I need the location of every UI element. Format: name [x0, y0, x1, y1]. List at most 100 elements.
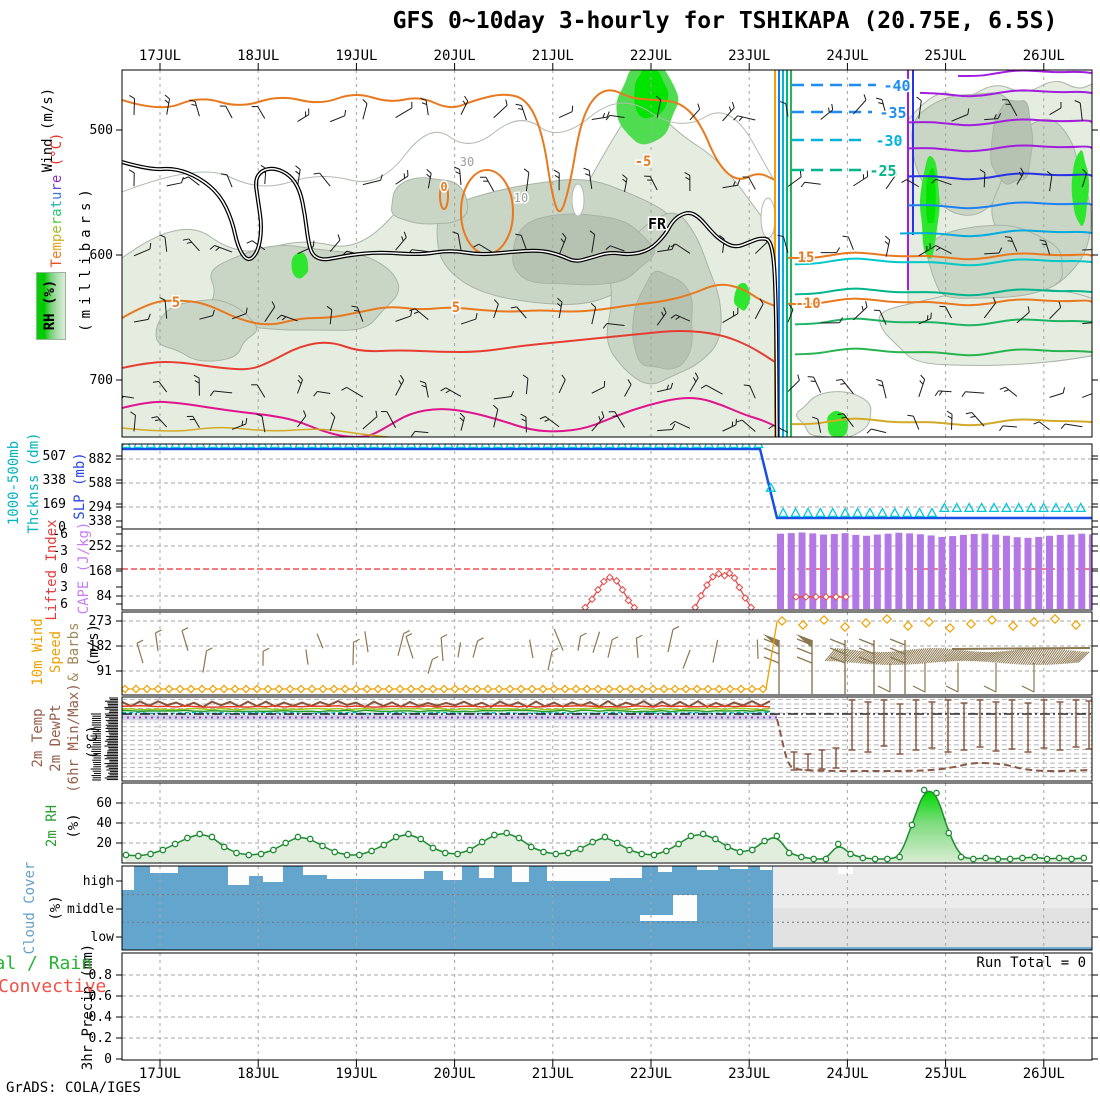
- svg-text:0: 0: [60, 562, 68, 577]
- cape-bar: [916, 534, 924, 609]
- svg-text:30: 30: [460, 155, 474, 169]
- axis-label-6hr-minmax: (6hr Min/Max): [66, 683, 82, 793]
- svg-text:588: 588: [89, 476, 112, 491]
- axis-label-10m-speed: Speed: [48, 630, 64, 674]
- svg-text:273: 273: [89, 614, 112, 629]
- svg-text:-10: -10: [795, 296, 820, 312]
- axis-label-10m-wind: 10m Wind: [30, 618, 46, 686]
- axis-label-degc-unit: (°C): [85, 725, 101, 759]
- svg-text:20: 20: [96, 836, 112, 851]
- axis-label-lifted-index: Lifted Index: [44, 519, 60, 621]
- cape-bar: [1013, 537, 1021, 609]
- svg-text:23JUL: 23JUL: [728, 1066, 770, 1082]
- cape-bar: [949, 536, 957, 609]
- svg-text:169: 169: [43, 497, 66, 512]
- svg-text:0.2: 0.2: [89, 1031, 112, 1046]
- legend-convective: Convective: [0, 976, 107, 997]
- svg-text:23JUL: 23JUL: [728, 48, 770, 64]
- cape-bar: [873, 534, 881, 609]
- svg-text:60: 60: [96, 796, 112, 811]
- wind-10m-panel: [122, 612, 1092, 695]
- axes: 5006007005073381690882588294-6-303633825…: [43, 48, 1098, 1082]
- svg-text:17JUL: 17JUL: [139, 1066, 181, 1082]
- svg-text:middle: middle: [67, 902, 114, 917]
- svg-text:252: 252: [89, 539, 112, 554]
- axis-label-millibars: (millibars): [78, 184, 94, 332]
- axis-label-rh-unit: (%): [66, 813, 82, 839]
- svg-text:24JUL: 24JUL: [826, 48, 868, 64]
- run-total-label: Run Total = 0: [976, 955, 1086, 971]
- cape-bar: [841, 533, 849, 609]
- axis-label-2m-dewpt: 2m DewPt: [48, 704, 64, 772]
- cape-bar: [895, 532, 903, 609]
- cape-bar: [1056, 534, 1064, 609]
- svg-text:6: 6: [60, 597, 68, 612]
- legend-total-rain: Total / Rain: [0, 953, 93, 974]
- axis-label-thickness-1: 1000-500mb: [6, 440, 22, 526]
- svg-text:20JUL: 20JUL: [434, 48, 476, 64]
- axis-label-thickness-2: Thcknss (dm): [26, 432, 42, 534]
- svg-text:0.6: 0.6: [89, 989, 112, 1004]
- svg-text:22JUL: 22JUL: [630, 48, 672, 64]
- cape-bar: [1067, 534, 1075, 609]
- axis-label-rh: RH (%): [42, 279, 58, 331]
- svg-text:507: 507: [43, 449, 66, 464]
- cloud-cover-panel: [122, 866, 1092, 950]
- svg-text:500: 500: [90, 123, 113, 138]
- svg-text:0: 0: [58, 520, 66, 535]
- svg-text:0.8: 0.8: [89, 968, 112, 983]
- cape-bar: [938, 536, 946, 609]
- svg-text:high: high: [83, 874, 114, 889]
- slp-thickness-panel: [122, 444, 1092, 529]
- cape-bar: [992, 534, 1000, 609]
- svg-text:15: 15: [798, 250, 815, 266]
- svg-text:-40: -40: [883, 77, 910, 95]
- svg-text:21JUL: 21JUL: [532, 1066, 574, 1082]
- cape-bar: [798, 532, 806, 609]
- svg-text:25JUL: 25JUL: [925, 1066, 967, 1082]
- axis-label-slp: SLP (mb): [72, 452, 88, 520]
- temp-dewpoint-panel: [122, 697, 1092, 781]
- svg-text:19JUL: 19JUL: [335, 48, 377, 64]
- contour-labels: -40 -35 -30 -25 15 -10 -5 0 5 5 30 10 FR: [170, 76, 912, 318]
- cape-bar: [863, 535, 871, 609]
- svg-text:168: 168: [89, 564, 112, 579]
- cape-bar: [906, 533, 914, 609]
- svg-text:18JUL: 18JUL: [237, 48, 279, 64]
- svg-text:700: 700: [90, 373, 113, 388]
- pressure-level-panel: [122, 70, 1092, 437]
- svg-text:20JUL: 20JUL: [434, 1066, 476, 1082]
- precip-panel: [122, 953, 1092, 1060]
- svg-text:10: 10: [514, 191, 528, 205]
- axis-label-cape: CAPE (J/kg): [76, 521, 92, 615]
- svg-text:3: 3: [60, 580, 68, 595]
- svg-text:-35: -35: [879, 104, 906, 122]
- svg-text:5: 5: [452, 300, 460, 316]
- svg-text:0: 0: [104, 1052, 112, 1067]
- cape-bar: [777, 533, 784, 609]
- axis-label-temperature: Temperature (°C): [49, 132, 65, 268]
- axis-label-barbs: & Barbs: [66, 622, 82, 682]
- svg-text:FR: FR: [648, 215, 667, 233]
- cape-bar: [927, 535, 935, 609]
- axis-label-2m-rh: 2m RH: [44, 804, 60, 848]
- svg-text:338: 338: [89, 514, 112, 529]
- cape-bar: [852, 534, 860, 609]
- axis-label-cloud-cover: Cloud Cover: [22, 861, 38, 955]
- svg-text:-25: -25: [869, 162, 896, 180]
- svg-text:22JUL: 22JUL: [630, 1066, 672, 1082]
- svg-text:17JUL: 17JUL: [139, 48, 181, 64]
- svg-text:91: 91: [96, 664, 112, 679]
- cape-bar: [830, 533, 838, 609]
- cape-lifted-index-panel: [122, 529, 1092, 610]
- svg-text:0.4: 0.4: [89, 1010, 113, 1025]
- cape-bar: [820, 534, 828, 609]
- cape-bar: [959, 534, 967, 609]
- dense-axis-label-smudge: [90, 697, 118, 781]
- svg-text:182: 182: [89, 639, 112, 654]
- cape-bar: [1089, 534, 1092, 609]
- cape-bar: [981, 533, 989, 609]
- svg-text:26JUL: 26JUL: [1023, 1066, 1065, 1082]
